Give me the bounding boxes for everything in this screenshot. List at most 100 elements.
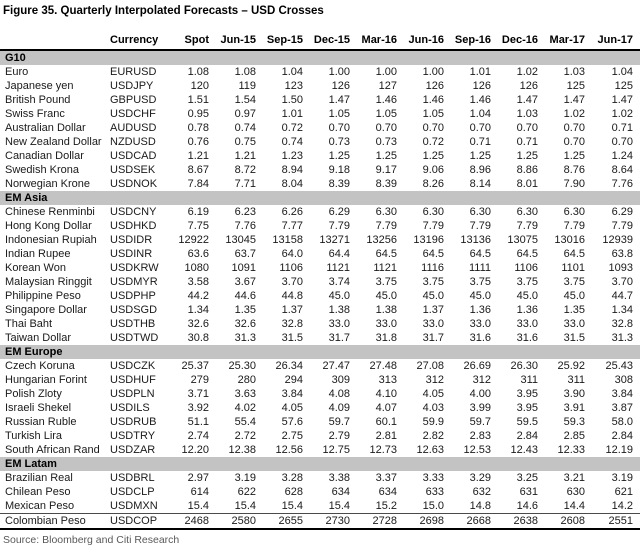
value-cell: 1.37 [422, 304, 444, 316]
value-cell: 1.23 [281, 150, 303, 162]
value-cell: 8.86 [516, 164, 538, 176]
currency-code-cell: USDINR [110, 248, 153, 260]
value-cell: 4.07 [375, 402, 397, 414]
value-cell: 2.74 [187, 430, 209, 442]
section-header-row: G10 [0, 50, 640, 65]
currency-code-cell: USDTRY [110, 430, 156, 442]
currency-row: Philippine Peso USDPHP 44.2 44.6 44.8 45.0 45.… [0, 289, 640, 303]
value-cell: 12.33 [557, 444, 585, 456]
figure-title: Figure 35. Quarterly Interpolated Foreca… [3, 5, 324, 17]
value-cell: 3.19 [234, 472, 256, 484]
section-label: G10 [0, 50, 640, 65]
value-cell: 7.79 [469, 220, 491, 232]
currency-name-cell: Korean Won [5, 262, 66, 274]
value-cell: 2580 [211, 513, 258, 529]
currency-row: Indian Rupee USDINR 63.6 63.7 64.0 64.4 64.5 64… [0, 247, 640, 261]
value-cell: 1.47 [516, 94, 538, 106]
value-cell: 1106 [279, 262, 303, 274]
currency-row: Taiwan Dollar USDTWD 30.8 31.3 31.5 31.7 31.8 3… [0, 331, 640, 345]
value-cell: 3.63 [234, 388, 256, 400]
value-cell: 6.23 [234, 206, 256, 218]
value-cell: 6.30 [469, 206, 491, 218]
column-header-spot: Spot [164, 34, 211, 51]
value-cell: 6.29 [611, 206, 633, 218]
currency-code-cell: USDHUF [110, 374, 156, 386]
currency-code-cell: USDRUB [110, 416, 157, 428]
value-cell: 31.3 [234, 332, 256, 344]
value-cell: 0.73 [375, 136, 397, 148]
value-cell: 25.92 [557, 360, 585, 372]
value-cell: 1121 [326, 262, 350, 274]
value-cell: 1121 [373, 262, 397, 274]
currency-name-cell: Singapore Dollar [5, 304, 87, 316]
value-cell: 13075 [507, 234, 538, 246]
value-cell: 1.46 [469, 94, 491, 106]
value-cell: 14.4 [563, 500, 585, 512]
currency-row: Hungarian Forint USDHUF 279 280 294 309 313 312… [0, 373, 640, 387]
value-cell: 44.6 [234, 290, 256, 302]
value-cell: 15.4 [281, 500, 303, 512]
value-cell: 1101 [561, 262, 585, 274]
value-cell: 0.70 [563, 122, 585, 134]
currency-code-cell: USDKRW [110, 262, 159, 274]
value-cell: 311 [567, 374, 585, 386]
currency-code-cell: USDILS [110, 402, 150, 414]
value-cell: 2.85 [563, 430, 585, 442]
value-cell: 12922 [178, 234, 209, 246]
value-cell: 15.2 [375, 500, 397, 512]
value-cell: 31.6 [469, 332, 491, 344]
currency-name-cell: New Zealand Dollar [5, 136, 102, 148]
value-cell: 123 [284, 80, 303, 92]
value-cell: 55.4 [234, 416, 256, 428]
value-cell: 125 [614, 80, 633, 92]
value-cell: 32.8 [611, 318, 633, 330]
value-cell: 33.0 [469, 318, 491, 330]
currency-row: British Pound GBPUSD 1.51 1.54 1.50 1.47 1.46 1… [0, 93, 640, 107]
value-cell: 2.97 [187, 472, 209, 484]
value-cell: 622 [237, 486, 256, 498]
value-cell: 3.75 [516, 276, 538, 288]
value-cell: 59.5 [516, 416, 538, 428]
value-cell: 9.17 [375, 164, 397, 176]
value-cell: 0.76 [187, 136, 209, 148]
currency-name-cell: British Pound [5, 94, 71, 106]
value-cell: 59.9 [422, 416, 444, 428]
value-cell: 0.73 [328, 136, 350, 148]
currency-row: Indonesian Rupiah USDIDR 12922 13045 13158 13… [0, 233, 640, 247]
value-cell: 279 [190, 374, 209, 386]
value-cell: 9.18 [328, 164, 350, 176]
value-cell: 2468 [164, 513, 211, 529]
value-cell: 6.19 [187, 206, 209, 218]
currency-code-cell: USDHKD [110, 220, 157, 232]
value-cell: 1.00 [375, 66, 397, 78]
currency-code-cell: USDTWD [110, 332, 159, 344]
currency-row: Hong Kong Dollar USDHKD 7.75 7.76 7.77 7.79 7.… [0, 219, 640, 233]
currency-code-cell: USDBRL [110, 472, 155, 484]
value-cell: 0.97 [234, 108, 256, 120]
currency-row: New Zealand Dollar NZDUSD 0.76 0.75 0.74 0.73… [0, 135, 640, 149]
value-cell: 8.76 [563, 164, 585, 176]
value-cell: 45.0 [516, 290, 538, 302]
value-cell: 2655 [258, 513, 305, 529]
value-cell: 6.30 [375, 206, 397, 218]
value-cell: 6.30 [563, 206, 585, 218]
value-cell: 8.01 [516, 178, 538, 190]
value-cell: 8.14 [469, 178, 491, 190]
value-cell: 45.0 [328, 290, 350, 302]
value-cell: 1.21 [187, 150, 209, 162]
currency-name-cell: Colombian Peso [0, 513, 108, 529]
value-cell: 1.25 [469, 150, 491, 162]
currency-name-cell: Australian Dollar [5, 122, 86, 134]
value-cell: 3.99 [469, 402, 491, 414]
value-cell: 26.30 [510, 360, 538, 372]
value-cell: 1.47 [611, 94, 633, 106]
section-header-row: EM Latam [0, 457, 640, 471]
value-cell: 0.71 [516, 136, 538, 148]
forecast-table: Currency Spot Jun-15 Sep-15 Dec-15 Mar-1… [0, 34, 640, 530]
value-cell: 1.25 [375, 150, 397, 162]
column-header-mar17: Mar-17 [540, 34, 587, 51]
value-cell: 6.29 [328, 206, 350, 218]
value-cell: 280 [237, 374, 256, 386]
currency-name-cell: Philippine Peso [5, 290, 81, 302]
value-cell: 45.0 [375, 290, 397, 302]
